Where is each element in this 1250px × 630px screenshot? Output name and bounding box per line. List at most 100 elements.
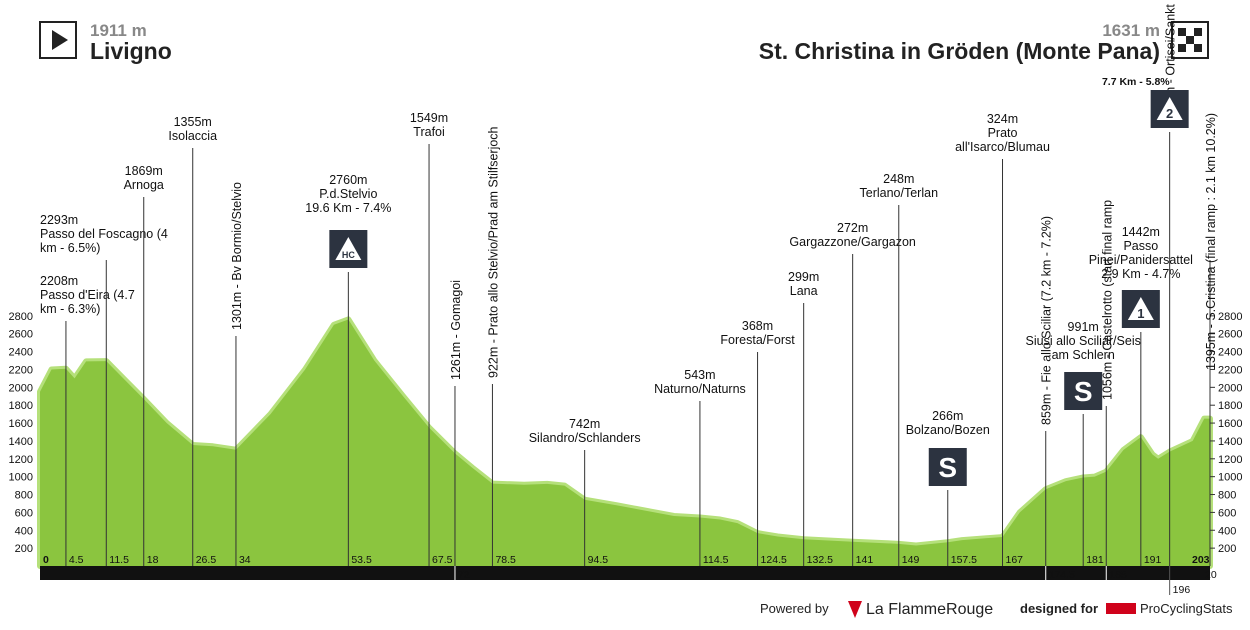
km-label: 196 xyxy=(1173,584,1191,596)
y-tick-label: 2000 xyxy=(9,382,33,394)
waypoint-label: 248m xyxy=(883,172,914,186)
km-label: 124.5 xyxy=(761,554,787,566)
y-tick-label-right: 200 xyxy=(1218,543,1236,555)
waypoint-label: 324m xyxy=(987,112,1018,126)
waypoint-label: Terlano/Terlan xyxy=(860,186,939,200)
waypoint-label: 272m xyxy=(837,221,868,235)
waypoint-label: 1355m xyxy=(174,115,212,129)
icon-box xyxy=(928,448,967,486)
climb-icon: 2 xyxy=(1150,90,1189,128)
y-tick-label-right: 2800 xyxy=(1218,311,1242,323)
waypoint-label: 368m xyxy=(742,319,773,333)
y-tick-label: 1600 xyxy=(9,418,33,430)
y-tick-label-right: 600 xyxy=(1218,507,1236,519)
y-tick-label: 1800 xyxy=(9,400,33,412)
waypoint-vertical-label: 1261m - Gomagoi xyxy=(449,280,463,380)
waypoint-label: 1549m xyxy=(410,111,448,125)
start-icon xyxy=(39,21,77,59)
y-tick-label: 2800 xyxy=(9,311,33,323)
climb-icon: 1 xyxy=(1121,290,1160,328)
km-label: 185 xyxy=(1109,569,1127,581)
waypoint-label: 2293m xyxy=(40,213,78,227)
km-label: 4.5 xyxy=(69,554,84,566)
y-tick-label: 1400 xyxy=(9,436,33,448)
sprint-icon: S xyxy=(1074,376,1093,407)
powered-by: Powered by xyxy=(760,601,829,616)
km-label: 149 xyxy=(902,554,920,566)
sprint-icon: S xyxy=(938,452,957,483)
distance-bar xyxy=(40,566,1210,580)
y-tick-label-right: 1400 xyxy=(1218,436,1242,448)
brand: La FlammeRouge xyxy=(866,601,993,618)
climb-icon: S xyxy=(928,448,967,486)
climb-icon: S xyxy=(1064,372,1103,410)
y-tick-label: 200 xyxy=(15,543,33,555)
start-name: Livigno xyxy=(90,38,172,64)
waypoint-label: Naturno/Naturns xyxy=(654,382,746,396)
km-label: 0 xyxy=(43,554,49,566)
km-label: 132.5 xyxy=(807,554,833,566)
waypoint-label: km - 6.3%) xyxy=(40,302,100,316)
y-tick-label-right: 1200 xyxy=(1218,454,1242,466)
waypoint-label: 742m xyxy=(569,417,600,431)
km-label: 157.5 xyxy=(951,554,977,566)
waypoint-label: Prato xyxy=(988,126,1018,140)
waypoint-label: Foresta/Forst xyxy=(720,333,795,347)
waypoint-label: 991m xyxy=(1068,320,1099,334)
icon-mountain xyxy=(1127,297,1154,320)
waypoint-label: 266m xyxy=(932,409,963,423)
y-tick-label-right: 2000 xyxy=(1218,382,1242,394)
waypoint-label: Pinei/Panidersattel xyxy=(1089,253,1193,267)
waypoint-label: Siusi allo Sciliar/Seis xyxy=(1026,334,1141,348)
km-label: 72 xyxy=(458,569,470,581)
km-label: 26.5 xyxy=(196,554,217,566)
y-tick-label-right: 2600 xyxy=(1218,329,1242,341)
y-tick-label: 2600 xyxy=(9,329,33,341)
y-tick-label-right: 2400 xyxy=(1218,347,1242,359)
icon-mountain xyxy=(1156,97,1183,120)
finish-icon xyxy=(1171,21,1209,59)
waypoint-label: 1442m xyxy=(1122,225,1160,239)
km-label: 78.5 xyxy=(495,554,516,566)
waypoint-vertical-label: 1301m - Bv Bormio/Stelvio xyxy=(230,182,244,330)
site: ProCyclingStats xyxy=(1140,601,1233,616)
waypoint-vertical-label: 1395m - S.Cristina (final ramp : 2.1 km … xyxy=(1204,113,1218,370)
waypoint-label: P.d.Stelvio xyxy=(319,187,377,201)
waypoint-label: am Schlern xyxy=(1052,348,1115,362)
waypoint-label: 2760m xyxy=(329,173,367,187)
designed-for: designed for xyxy=(1020,601,1098,616)
km-label: 34 xyxy=(239,554,251,566)
waypoint-label: Passo xyxy=(1123,239,1158,253)
icon-mountain xyxy=(335,237,362,260)
km-label: 167 xyxy=(1006,554,1024,566)
y-tick-label: 600 xyxy=(15,507,33,519)
pcs-logo xyxy=(1106,603,1136,614)
y-tick-label: 2400 xyxy=(9,347,33,359)
flammerouge-logo xyxy=(848,601,862,618)
waypoint-label: Isolaccia xyxy=(168,129,217,143)
waypoint-label: Lana xyxy=(790,284,818,298)
waypoint-label: Silandro/Schlanders xyxy=(529,431,641,445)
waypoint-label: all'Isarco/Blumau xyxy=(955,140,1050,154)
climb-icon: HC xyxy=(329,230,368,268)
y-tick-label-right: 800 xyxy=(1218,490,1236,502)
y-tick-label: 400 xyxy=(15,525,33,537)
waypoint-label: Passo del Foscagno (4 xyxy=(40,227,168,241)
km-label: 67.5 xyxy=(432,554,453,566)
y-tick-label-right: 1000 xyxy=(1218,472,1242,484)
waypoint-label: 19.6 Km - 7.4% xyxy=(305,201,391,215)
y-tick-label: 1200 xyxy=(9,454,33,466)
waypoint-vertical-label: 1056m - Castelrotto (start final ramp xyxy=(1100,200,1114,400)
waypoint-label: 1869m xyxy=(125,164,163,178)
icon-box xyxy=(1064,372,1103,410)
waypoint-label: 543m xyxy=(684,368,715,382)
waypoint-label: 299m xyxy=(788,270,819,284)
waypoint-vertical-label: 922m - Prato allo Stelvio/Prad am Stilfs… xyxy=(486,126,500,378)
km-label: 191 xyxy=(1144,554,1162,566)
waypoint-label: Bolzano/Bozen xyxy=(906,423,990,437)
y-tick-label-right: 1600 xyxy=(1218,418,1242,430)
y-tick-label: 800 xyxy=(15,490,33,502)
km-label: 53.5 xyxy=(351,554,372,566)
km-label: 18 xyxy=(147,554,159,566)
km-label: 20 xyxy=(1205,569,1217,581)
